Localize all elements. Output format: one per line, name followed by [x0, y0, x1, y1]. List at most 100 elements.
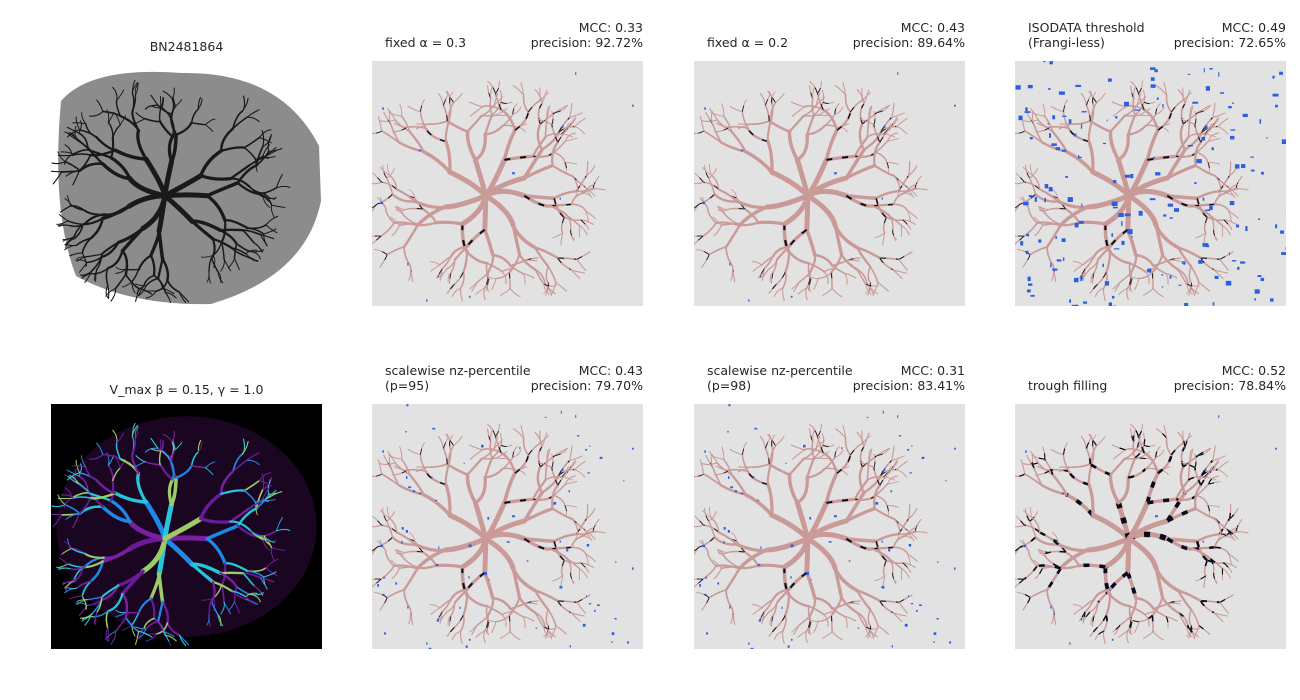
false-positive [627, 641, 630, 644]
vessel [379, 119, 396, 123]
vessel [1051, 473, 1068, 496]
vessel [1165, 147, 1187, 180]
false-positive [1218, 415, 1220, 418]
vessel-miss [1127, 468, 1147, 479]
vessel-miss [1133, 429, 1137, 442]
vessel-miss [558, 126, 575, 133]
vessel [495, 271, 511, 280]
vessel-miss [834, 103, 840, 115]
vessel [265, 215, 279, 226]
vessel [208, 600, 213, 616]
vessel [480, 114, 498, 117]
vessel-miss [694, 473, 705, 477]
false-positive [1231, 260, 1237, 262]
vessel [491, 253, 512, 268]
vessel-miss [1129, 621, 1133, 635]
vessel-miss [1130, 81, 1139, 94]
vessel [891, 102, 895, 119]
vessel [65, 170, 80, 177]
vessel-miss [1031, 454, 1045, 460]
vessel [1179, 465, 1187, 494]
vessel [100, 584, 120, 599]
vessel-miss [1082, 611, 1091, 619]
vessel [486, 596, 495, 618]
vessel [468, 444, 483, 451]
vessel [716, 119, 733, 133]
vessel-miss [487, 424, 496, 437]
vessel [560, 133, 574, 138]
vessel [1151, 252, 1164, 274]
vessel [834, 85, 847, 96]
vessel [750, 463, 771, 468]
vessel [735, 199, 769, 210]
vessel-miss [1134, 445, 1145, 459]
vessel-miss [466, 571, 486, 591]
vessel [233, 242, 238, 260]
vessel [162, 173, 204, 199]
vessel [1052, 189, 1059, 199]
false-positive [834, 515, 837, 518]
vessel-miss [1096, 615, 1107, 628]
vessel [888, 558, 894, 574]
vessel [1082, 268, 1091, 276]
score-label: MCC: 0.31 [901, 363, 965, 378]
vessel [263, 535, 275, 543]
vessel-miss [1015, 235, 1025, 237]
vessel [140, 536, 168, 574]
false-positive [1181, 261, 1183, 264]
vessel [175, 99, 183, 107]
vessel-miss [859, 446, 865, 468]
vessel-miss [1170, 442, 1184, 456]
vessel [893, 175, 901, 192]
vessel [52, 171, 63, 185]
vessel [1129, 253, 1138, 275]
vessel [1203, 575, 1207, 589]
vessel [715, 122, 730, 128]
vessel [1163, 81, 1168, 96]
false-positive [911, 445, 913, 447]
vessel [262, 196, 270, 208]
false-positive [908, 543, 912, 547]
vessel [271, 204, 286, 209]
vessel [1124, 447, 1146, 454]
vessel [501, 271, 507, 285]
vessel [178, 634, 190, 646]
false-positive [1124, 174, 1131, 178]
vessel [219, 572, 238, 588]
vessel [729, 448, 744, 456]
vessel [127, 518, 168, 542]
vessel [69, 595, 83, 600]
vessel [716, 462, 733, 476]
false-positive [757, 499, 760, 501]
vessel [1102, 271, 1108, 290]
vessel [137, 597, 152, 614]
vessel-miss [445, 434, 454, 446]
vessel [51, 504, 66, 508]
vessel [67, 132, 79, 142]
vessel [730, 473, 747, 496]
vessel-miss [414, 197, 424, 210]
vessel-miss [1137, 93, 1145, 111]
vessel [1228, 553, 1232, 566]
vessel-miss [1024, 524, 1041, 534]
vessel [1015, 524, 1025, 528]
vessel-miss [873, 124, 881, 143]
vessel [574, 117, 586, 128]
vessel [69, 132, 79, 141]
vessel [522, 437, 530, 456]
vessel [134, 118, 146, 125]
false-positive [1080, 618, 1083, 621]
vessel [391, 193, 417, 203]
vessel [197, 98, 203, 110]
vessel [150, 448, 163, 452]
vessel-miss [1086, 105, 1091, 122]
vessel [1177, 269, 1188, 285]
vessel [483, 630, 486, 644]
vessel [1124, 104, 1146, 111]
vessel [67, 220, 84, 226]
vessel [547, 265, 557, 284]
vessel-miss [1089, 463, 1111, 476]
vessel [773, 287, 784, 297]
false-positive [1078, 220, 1084, 224]
vessel [275, 517, 283, 532]
